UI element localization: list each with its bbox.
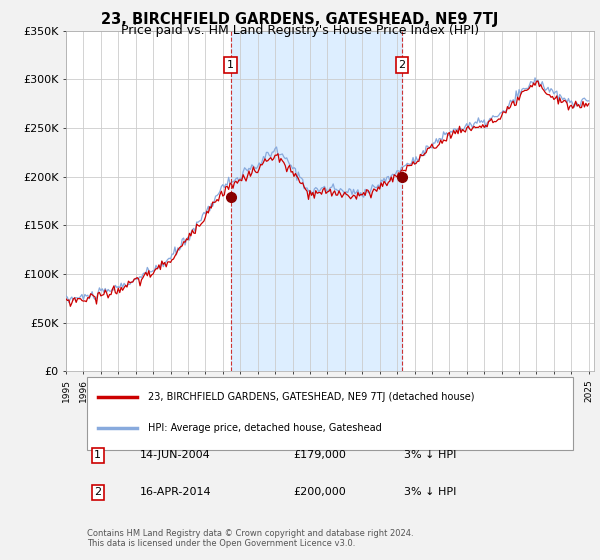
Text: 2: 2 [398, 60, 406, 70]
Text: HPI: Average price, detached house, Gateshead: HPI: Average price, detached house, Gate… [148, 423, 382, 433]
Text: 3% ↓ HPI: 3% ↓ HPI [404, 487, 456, 497]
Bar [230, 31, 402, 371]
Text: 23, BIRCHFIELD GARDENS, GATESHEAD, NE9 7TJ (detached house): 23, BIRCHFIELD GARDENS, GATESHEAD, NE9 7… [148, 392, 475, 402]
FancyBboxPatch shape [87, 377, 573, 450]
Text: 14-JUN-2004: 14-JUN-2004 [140, 450, 211, 460]
Text: £179,000: £179,000 [293, 450, 346, 460]
Text: 1: 1 [227, 60, 234, 70]
Text: Price paid vs. HM Land Registry's House Price Index (HPI): Price paid vs. HM Land Registry's House … [121, 24, 479, 36]
Text: £200,000: £200,000 [293, 487, 346, 497]
Text: 16-APR-2014: 16-APR-2014 [140, 487, 212, 497]
Text: Contains HM Land Registry data © Crown copyright and database right 2024.
This d: Contains HM Land Registry data © Crown c… [87, 529, 414, 548]
Text: 2: 2 [94, 487, 101, 497]
Text: 1: 1 [94, 450, 101, 460]
Text: 23, BIRCHFIELD GARDENS, GATESHEAD, NE9 7TJ: 23, BIRCHFIELD GARDENS, GATESHEAD, NE9 7… [101, 12, 499, 27]
Text: 3% ↓ HPI: 3% ↓ HPI [404, 450, 456, 460]
